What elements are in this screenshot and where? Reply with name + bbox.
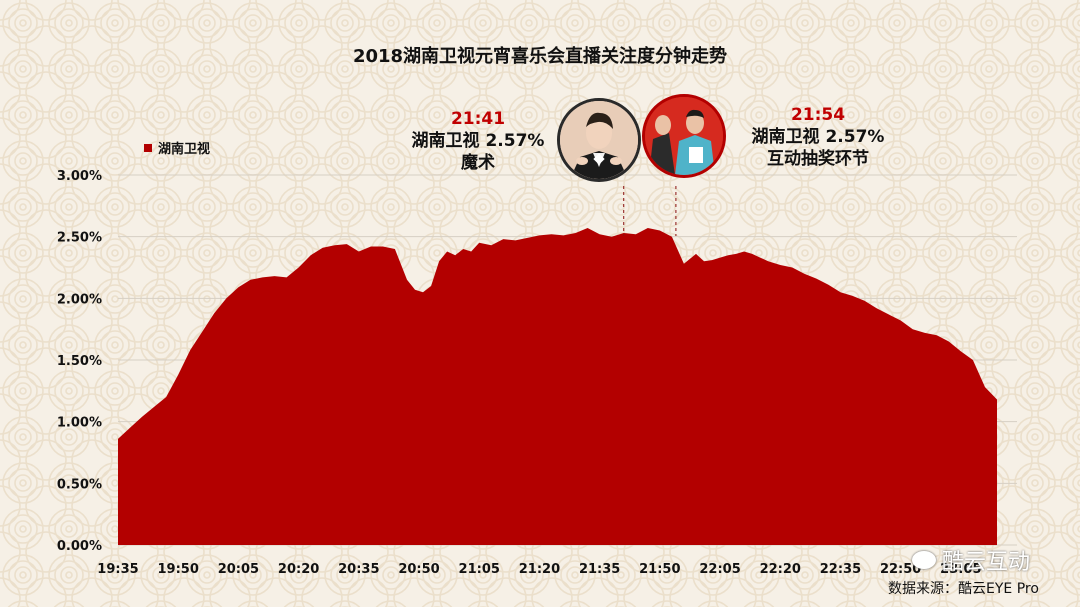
y-tick-label: 2.00%	[57, 292, 102, 307]
callout-magic-desc: 魔术	[461, 153, 495, 173]
x-tick-label: 21:50	[639, 562, 680, 577]
y-tick-label: 0.00%	[57, 539, 102, 554]
x-tick-label: 22:05	[699, 562, 740, 577]
watermark: 酷云互动	[912, 544, 1030, 576]
wechat-icon	[912, 551, 936, 569]
callout-magic-label: 湖南卫视 2.57%	[411, 131, 545, 151]
x-tick-label: 19:50	[158, 562, 199, 577]
x-tick-label: 21:20	[519, 562, 560, 577]
y-tick-label: 1.50%	[57, 354, 102, 369]
legend-label: 湖南卫视	[158, 142, 211, 157]
legend: 湖南卫视	[144, 138, 210, 157]
x-tick-label: 23:05	[940, 562, 981, 577]
data-source: 数据来源：酷云EYE Pro	[888, 581, 1039, 597]
callout-magic: 21:41 湖南卫视 2.57% 魔术	[405, 108, 551, 174]
y-tick-label: 0.50%	[57, 477, 102, 492]
callout-magic-time: 21:41	[450, 109, 506, 129]
x-tick-label: 20:20	[278, 562, 319, 577]
series-area	[118, 228, 997, 545]
hosts-photo	[642, 94, 726, 178]
x-tick-label: 20:50	[398, 562, 439, 577]
callout-lottery-time: 21:54	[790, 105, 846, 125]
x-tick-label: 19:35	[97, 562, 138, 577]
callout-lottery-desc: 互动抽奖环节	[767, 149, 869, 169]
magician-photo	[557, 98, 641, 182]
legend-swatch	[144, 143, 152, 152]
x-tick-label: 20:05	[218, 562, 259, 577]
x-tick-label: 20:35	[338, 562, 379, 577]
x-tick-label: 22:20	[760, 562, 801, 577]
callout-lottery: 21:54 湖南卫视 2.57% 互动抽奖环节	[743, 104, 893, 170]
y-tick-label: 2.50%	[57, 231, 102, 246]
watermark-text: 酷云互动	[942, 550, 1031, 575]
x-tick-label: 22:50	[880, 562, 921, 577]
y-tick-label: 1.00%	[57, 416, 102, 431]
x-tick-label: 22:35	[820, 562, 861, 577]
chart-title: 2018湖南卫视元宵喜乐会直播关注度分钟走势	[352, 46, 728, 67]
x-tick-label: 21:35	[579, 562, 620, 577]
x-tick-label: 21:05	[459, 562, 500, 577]
y-tick-label: 3.00%	[57, 169, 102, 184]
callout-lottery-label: 湖南卫视 2.57%	[751, 127, 885, 147]
